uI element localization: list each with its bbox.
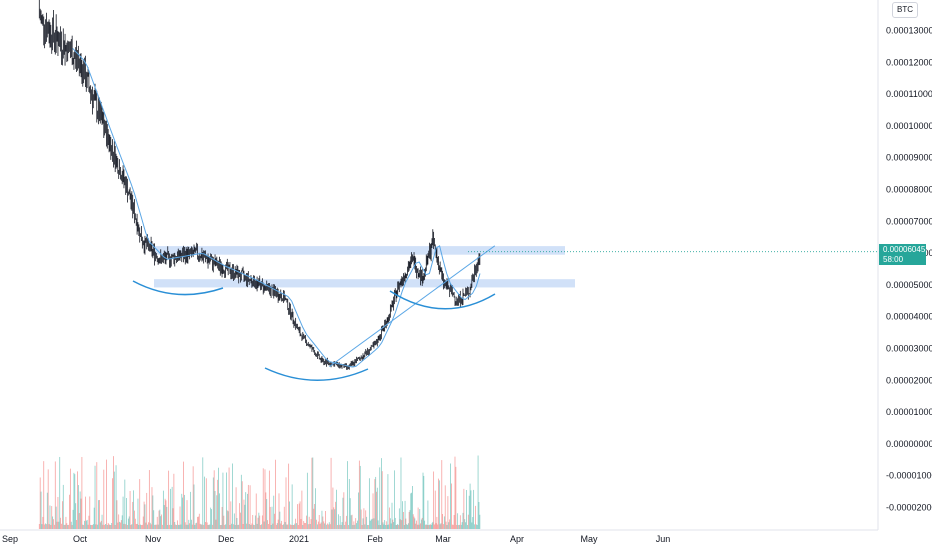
price-tick-label: 0.00000000 — [886, 439, 932, 449]
moving-average-line — [72, 47, 481, 368]
price-tick-label: 0.00003000 — [886, 344, 932, 354]
time-tick-label: Sep — [2, 534, 18, 544]
volume-bars — [38, 455, 481, 529]
left-shoulder-arc[interactable] — [132, 280, 224, 296]
price-tick-label: 0.00012000 — [886, 57, 932, 67]
time-axis[interactable]: Sep Oct Nov Dec 2021 Feb Mar Apr May Jun — [2, 534, 670, 544]
last-price-value: 0.00006045 — [883, 245, 926, 254]
price-tick-label: 0.00008000 — [886, 185, 932, 195]
price-tick-label: 0.00001000 — [886, 407, 932, 417]
drawings — [72, 47, 878, 381]
price-tick-label: 0.00010000 — [886, 121, 932, 131]
time-tick-label: Dec — [218, 534, 235, 544]
price-tick-label: -0.00002000 — [886, 503, 932, 513]
price-tick-label: 0.00004000 — [886, 312, 932, 322]
resistance-zone[interactable] — [154, 279, 575, 288]
cup-bottom-arc[interactable] — [264, 367, 369, 381]
time-tick-label: Jun — [656, 534, 671, 544]
support-trendline[interactable] — [329, 245, 496, 368]
time-tick-label: Nov — [145, 534, 162, 544]
price-tick-label: -0.00001000 — [886, 471, 932, 481]
resistance-zone[interactable] — [153, 246, 565, 255]
price-tick-label: 0.00009000 — [886, 153, 932, 163]
handle-arc[interactable] — [389, 290, 496, 310]
time-tick-label: 2021 — [289, 534, 309, 544]
price-tick-label: 0.00002000 — [886, 375, 932, 385]
time-tick-label: Apr — [510, 534, 524, 544]
time-tick-label: Mar — [435, 534, 451, 544]
price-tick-label: 0.00005000 — [886, 280, 932, 290]
currency-badge[interactable]: BTC — [892, 2, 918, 18]
time-tick-label: May — [580, 534, 598, 544]
time-tick-label: Oct — [73, 534, 88, 544]
price-tick-label: 0.00007000 — [886, 216, 932, 226]
price-candles — [38, 0, 481, 370]
time-tick-label: Feb — [367, 534, 383, 544]
bar-countdown: 58:00 — [883, 255, 904, 264]
resistance-zones — [153, 246, 575, 288]
price-tick-label: 0.00013000 — [886, 26, 932, 36]
last-price-label: 0.00006045 58:00 — [879, 244, 926, 265]
price-axis[interactable]: 0.00013000 0.00012000 0.00011000 0.00010000… — [886, 26, 932, 513]
price-tick-label: 0.00011000 — [886, 89, 932, 99]
